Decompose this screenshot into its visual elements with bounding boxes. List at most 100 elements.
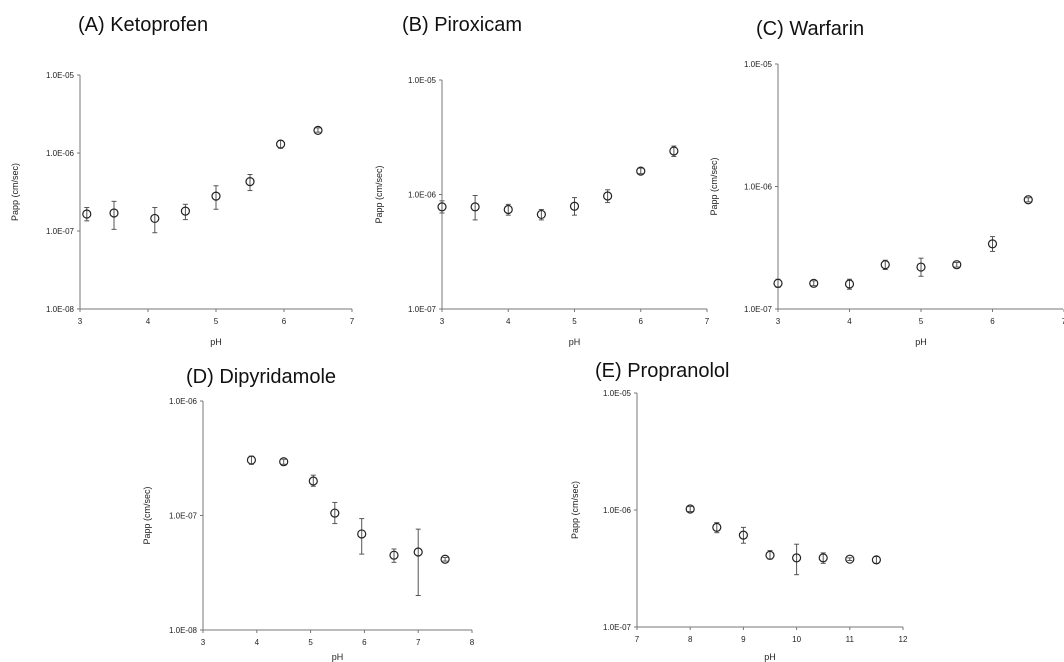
x-axis-title: pH: [915, 337, 927, 347]
data-point: [765, 550, 775, 560]
x-tick-label: 5: [214, 317, 219, 326]
x-axis-title: pH: [210, 337, 222, 347]
x-tick-label: 6: [282, 317, 287, 326]
marker-circle: [150, 213, 160, 224]
chart-title-c: (C) Warfarin: [756, 18, 865, 40]
marker-circle: [738, 530, 749, 540]
marker-circle: [952, 260, 962, 270]
y-tick-label: 1.0E-06: [408, 191, 437, 200]
x-tick-label: 7: [416, 638, 421, 647]
data-point: [109, 200, 119, 230]
marker-circle: [685, 504, 695, 514]
data-point: [603, 189, 613, 204]
x-axis-title: pH: [332, 652, 344, 662]
data-point: [818, 552, 828, 564]
marker-circle: [246, 455, 257, 465]
y-axis-title: Papp (cm/sec): [10, 163, 20, 221]
x-tick-label: 7: [635, 635, 640, 644]
marker-circle: [712, 522, 722, 533]
data-point: [738, 526, 749, 544]
marker-circle: [440, 554, 450, 564]
data-point: [880, 259, 890, 271]
marker-circle: [916, 262, 926, 272]
marker-circle: [791, 553, 802, 563]
x-tick-label: 8: [470, 638, 475, 647]
y-tick-label: 1.0E-06: [169, 397, 198, 406]
x-tick-label: 3: [440, 317, 445, 326]
marker-circle: [389, 550, 399, 560]
y-tick-label: 1.0E-05: [603, 389, 632, 398]
data-point: [952, 260, 962, 270]
data-point: [150, 207, 160, 234]
marker-circle: [470, 202, 480, 212]
marker-circle: [211, 191, 221, 201]
y-axis-title: Papp (cm/sec): [142, 486, 152, 544]
x-tick-label: 7: [705, 317, 710, 326]
data-point: [536, 208, 546, 221]
data-point: [712, 522, 722, 534]
marker-circle: [308, 476, 318, 486]
data-point: [987, 236, 998, 252]
marker-circle: [669, 146, 679, 156]
y-axis-title: Papp (cm/sec): [570, 481, 580, 539]
data-point: [1023, 195, 1033, 205]
x-tick-label: 3: [201, 638, 206, 647]
marker-circle: [636, 166, 646, 176]
data-point: [440, 554, 450, 564]
x-axis-title: pH: [764, 652, 776, 662]
data-point: [437, 200, 447, 214]
y-tick-label: 1.0E-06: [603, 506, 632, 515]
data-point: [871, 555, 882, 565]
x-tick-label: 4: [847, 317, 852, 326]
data-point: [82, 207, 92, 222]
data-point: [773, 278, 783, 288]
marker-circle: [845, 554, 855, 564]
data-point: [357, 518, 367, 555]
chart-title-d: (D) Dipyridamole: [186, 366, 337, 388]
marker-circle: [765, 550, 775, 560]
data-point: [809, 278, 819, 288]
marker-circle: [809, 278, 819, 288]
marker-circle: [871, 555, 882, 565]
data-point: [791, 543, 802, 576]
x-tick-label: 6: [990, 317, 995, 326]
marker-circle: [313, 125, 323, 135]
x-tick-label: 12: [899, 635, 908, 644]
data-point: [389, 548, 399, 563]
y-tick-label: 1.0E-07: [744, 305, 773, 314]
y-tick-label: 1.0E-05: [744, 60, 773, 69]
x-tick-label: 5: [572, 317, 577, 326]
data-point: [330, 501, 340, 525]
y-tick-label: 1.0E-08: [46, 305, 75, 314]
marker-circle: [603, 191, 613, 201]
x-tick-label: 9: [741, 635, 746, 644]
x-tick-label: 4: [506, 317, 511, 326]
y-tick-label: 1.0E-06: [46, 149, 75, 158]
marker-circle: [987, 239, 998, 249]
x-tick-label: 5: [308, 638, 313, 647]
y-tick-label: 1.0E-07: [603, 623, 632, 632]
data-point: [245, 174, 255, 192]
marker-circle: [773, 278, 783, 288]
data-point: [308, 474, 318, 487]
y-tick-label: 1.0E-05: [408, 76, 437, 85]
marker-circle: [357, 529, 367, 539]
marker-circle: [818, 553, 828, 563]
data-point: [845, 554, 855, 564]
data-point: [413, 528, 423, 597]
data-point: [669, 145, 679, 157]
data-point: [844, 278, 855, 290]
marker-circle: [413, 547, 423, 557]
x-tick-label: 3: [78, 317, 83, 326]
data-point: [279, 457, 289, 467]
marker-circle: [437, 202, 447, 212]
y-tick-label: 1.0E-08: [169, 626, 198, 635]
x-tick-label: 4: [146, 317, 151, 326]
data-point: [470, 195, 480, 221]
x-tick-label: 8: [688, 635, 693, 644]
data-point: [246, 455, 257, 465]
